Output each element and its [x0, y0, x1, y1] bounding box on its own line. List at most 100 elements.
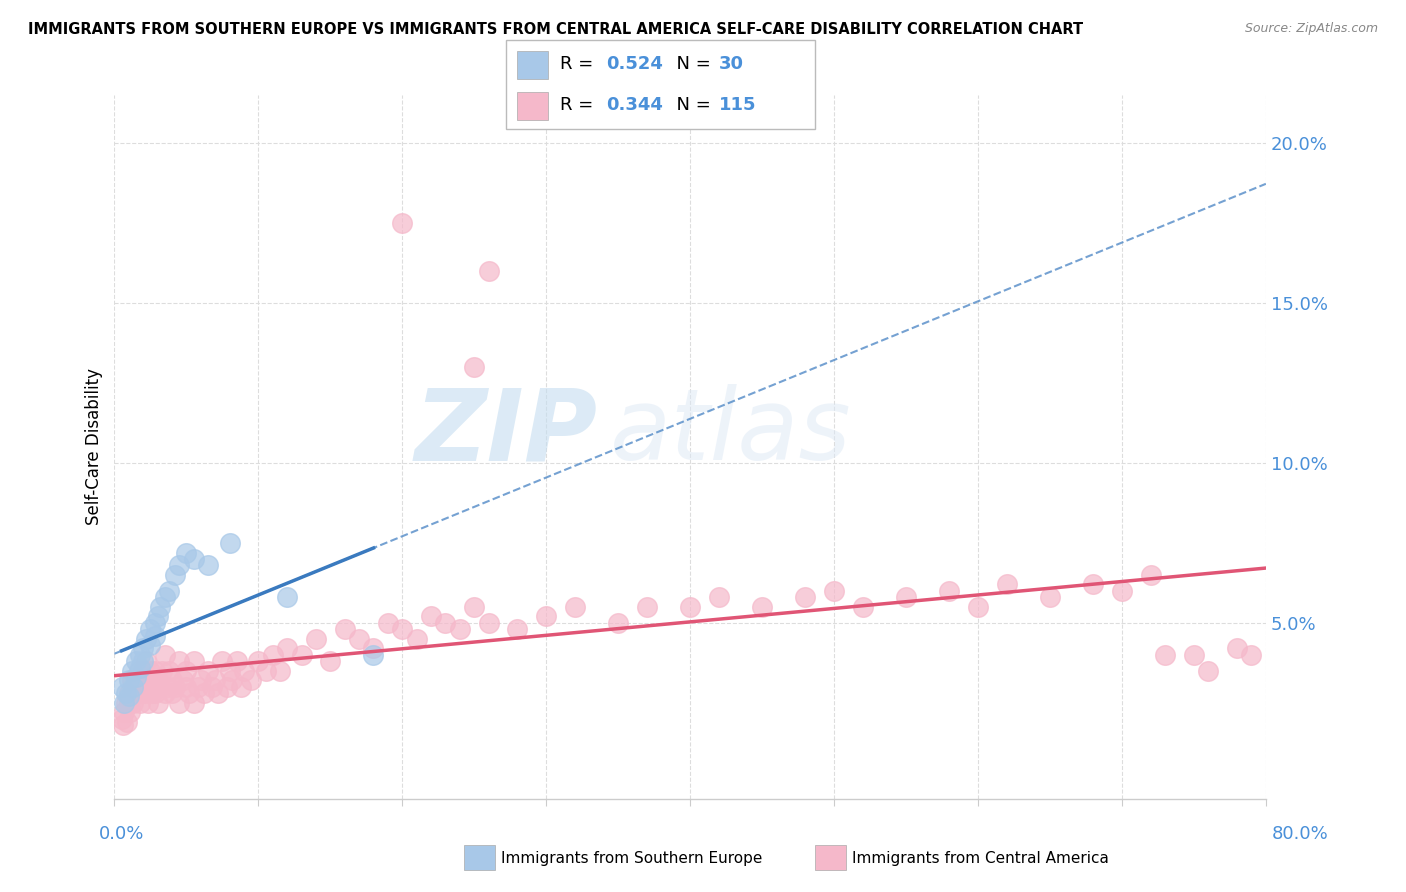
Point	[143, 629, 166, 643]
Point	[1039, 591, 1062, 605]
Point	[134, 686, 156, 700]
Text: Source: ZipAtlas.com: Source: ZipAtlas.com	[1244, 22, 1378, 36]
Point	[146, 609, 169, 624]
Point	[1226, 641, 1249, 656]
Point	[201, 680, 224, 694]
Point	[1240, 648, 1263, 662]
Point	[143, 615, 166, 630]
Point	[363, 648, 385, 662]
Point	[449, 622, 471, 636]
Point	[115, 686, 138, 700]
Point	[153, 648, 176, 662]
Point	[110, 712, 132, 726]
Text: atlas: atlas	[610, 384, 851, 482]
Point	[211, 654, 233, 668]
Point	[153, 591, 176, 605]
Point	[163, 567, 186, 582]
Point	[125, 670, 148, 684]
Point	[363, 641, 385, 656]
Point	[131, 686, 153, 700]
Point	[135, 632, 157, 646]
Point	[377, 615, 399, 630]
Point	[118, 686, 141, 700]
Point	[852, 599, 875, 614]
Point	[233, 664, 256, 678]
Text: ZIP: ZIP	[415, 384, 598, 482]
Text: 115: 115	[718, 96, 756, 114]
Point	[564, 599, 586, 614]
Point	[1139, 567, 1161, 582]
Point	[995, 577, 1018, 591]
Point	[128, 664, 150, 678]
Point	[478, 615, 501, 630]
Point	[290, 648, 312, 662]
Point	[129, 696, 152, 710]
Point	[262, 648, 284, 662]
Point	[124, 680, 146, 694]
Text: 80.0%: 80.0%	[1272, 825, 1329, 843]
Point	[176, 545, 198, 559]
Point	[160, 673, 183, 688]
Point	[463, 599, 485, 614]
Point	[136, 696, 159, 710]
Point	[215, 680, 238, 694]
Point	[207, 686, 229, 700]
Point	[110, 680, 132, 694]
Point	[197, 664, 219, 678]
Text: 0.524: 0.524	[606, 55, 662, 73]
Point	[114, 706, 136, 720]
Point	[143, 664, 166, 678]
Point	[1081, 577, 1104, 591]
Text: Immigrants from Southern Europe: Immigrants from Southern Europe	[501, 851, 762, 865]
Point	[225, 654, 247, 668]
Point	[197, 558, 219, 573]
Point	[1154, 648, 1177, 662]
Point	[142, 673, 165, 688]
Point	[115, 696, 138, 710]
Point	[157, 583, 180, 598]
Point	[1111, 583, 1133, 598]
Point	[146, 696, 169, 710]
Point	[391, 216, 413, 230]
Point	[139, 680, 162, 694]
Point	[132, 664, 155, 678]
Point	[135, 673, 157, 688]
Text: R =: R =	[560, 55, 599, 73]
Point	[122, 696, 145, 710]
Point	[157, 664, 180, 678]
Point	[420, 609, 443, 624]
Point	[183, 696, 205, 710]
Point	[129, 648, 152, 662]
Point	[143, 686, 166, 700]
Point	[156, 680, 179, 694]
Point	[938, 583, 960, 598]
Point	[176, 664, 198, 678]
Text: N =: N =	[665, 55, 717, 73]
Point	[132, 641, 155, 656]
Point	[120, 706, 142, 720]
Point	[218, 536, 240, 550]
Point	[319, 654, 342, 668]
Point	[405, 632, 427, 646]
Point	[150, 664, 173, 678]
Point	[254, 664, 277, 678]
Point	[190, 673, 212, 688]
Text: R =: R =	[560, 96, 599, 114]
Point	[125, 654, 148, 668]
Point	[707, 591, 730, 605]
Point	[204, 673, 226, 688]
Point	[118, 673, 141, 688]
Point	[121, 686, 143, 700]
Point	[135, 654, 157, 668]
Text: N =: N =	[665, 96, 717, 114]
Point	[823, 583, 845, 598]
Point	[967, 599, 990, 614]
Point	[139, 638, 162, 652]
Point	[129, 660, 152, 674]
Point	[218, 664, 240, 678]
Point	[141, 686, 163, 700]
Point	[122, 680, 145, 694]
Point	[118, 690, 141, 704]
Point	[167, 654, 190, 668]
Point	[534, 609, 557, 624]
